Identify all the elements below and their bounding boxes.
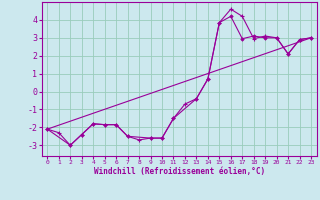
X-axis label: Windchill (Refroidissement éolien,°C): Windchill (Refroidissement éolien,°C) bbox=[94, 167, 265, 176]
